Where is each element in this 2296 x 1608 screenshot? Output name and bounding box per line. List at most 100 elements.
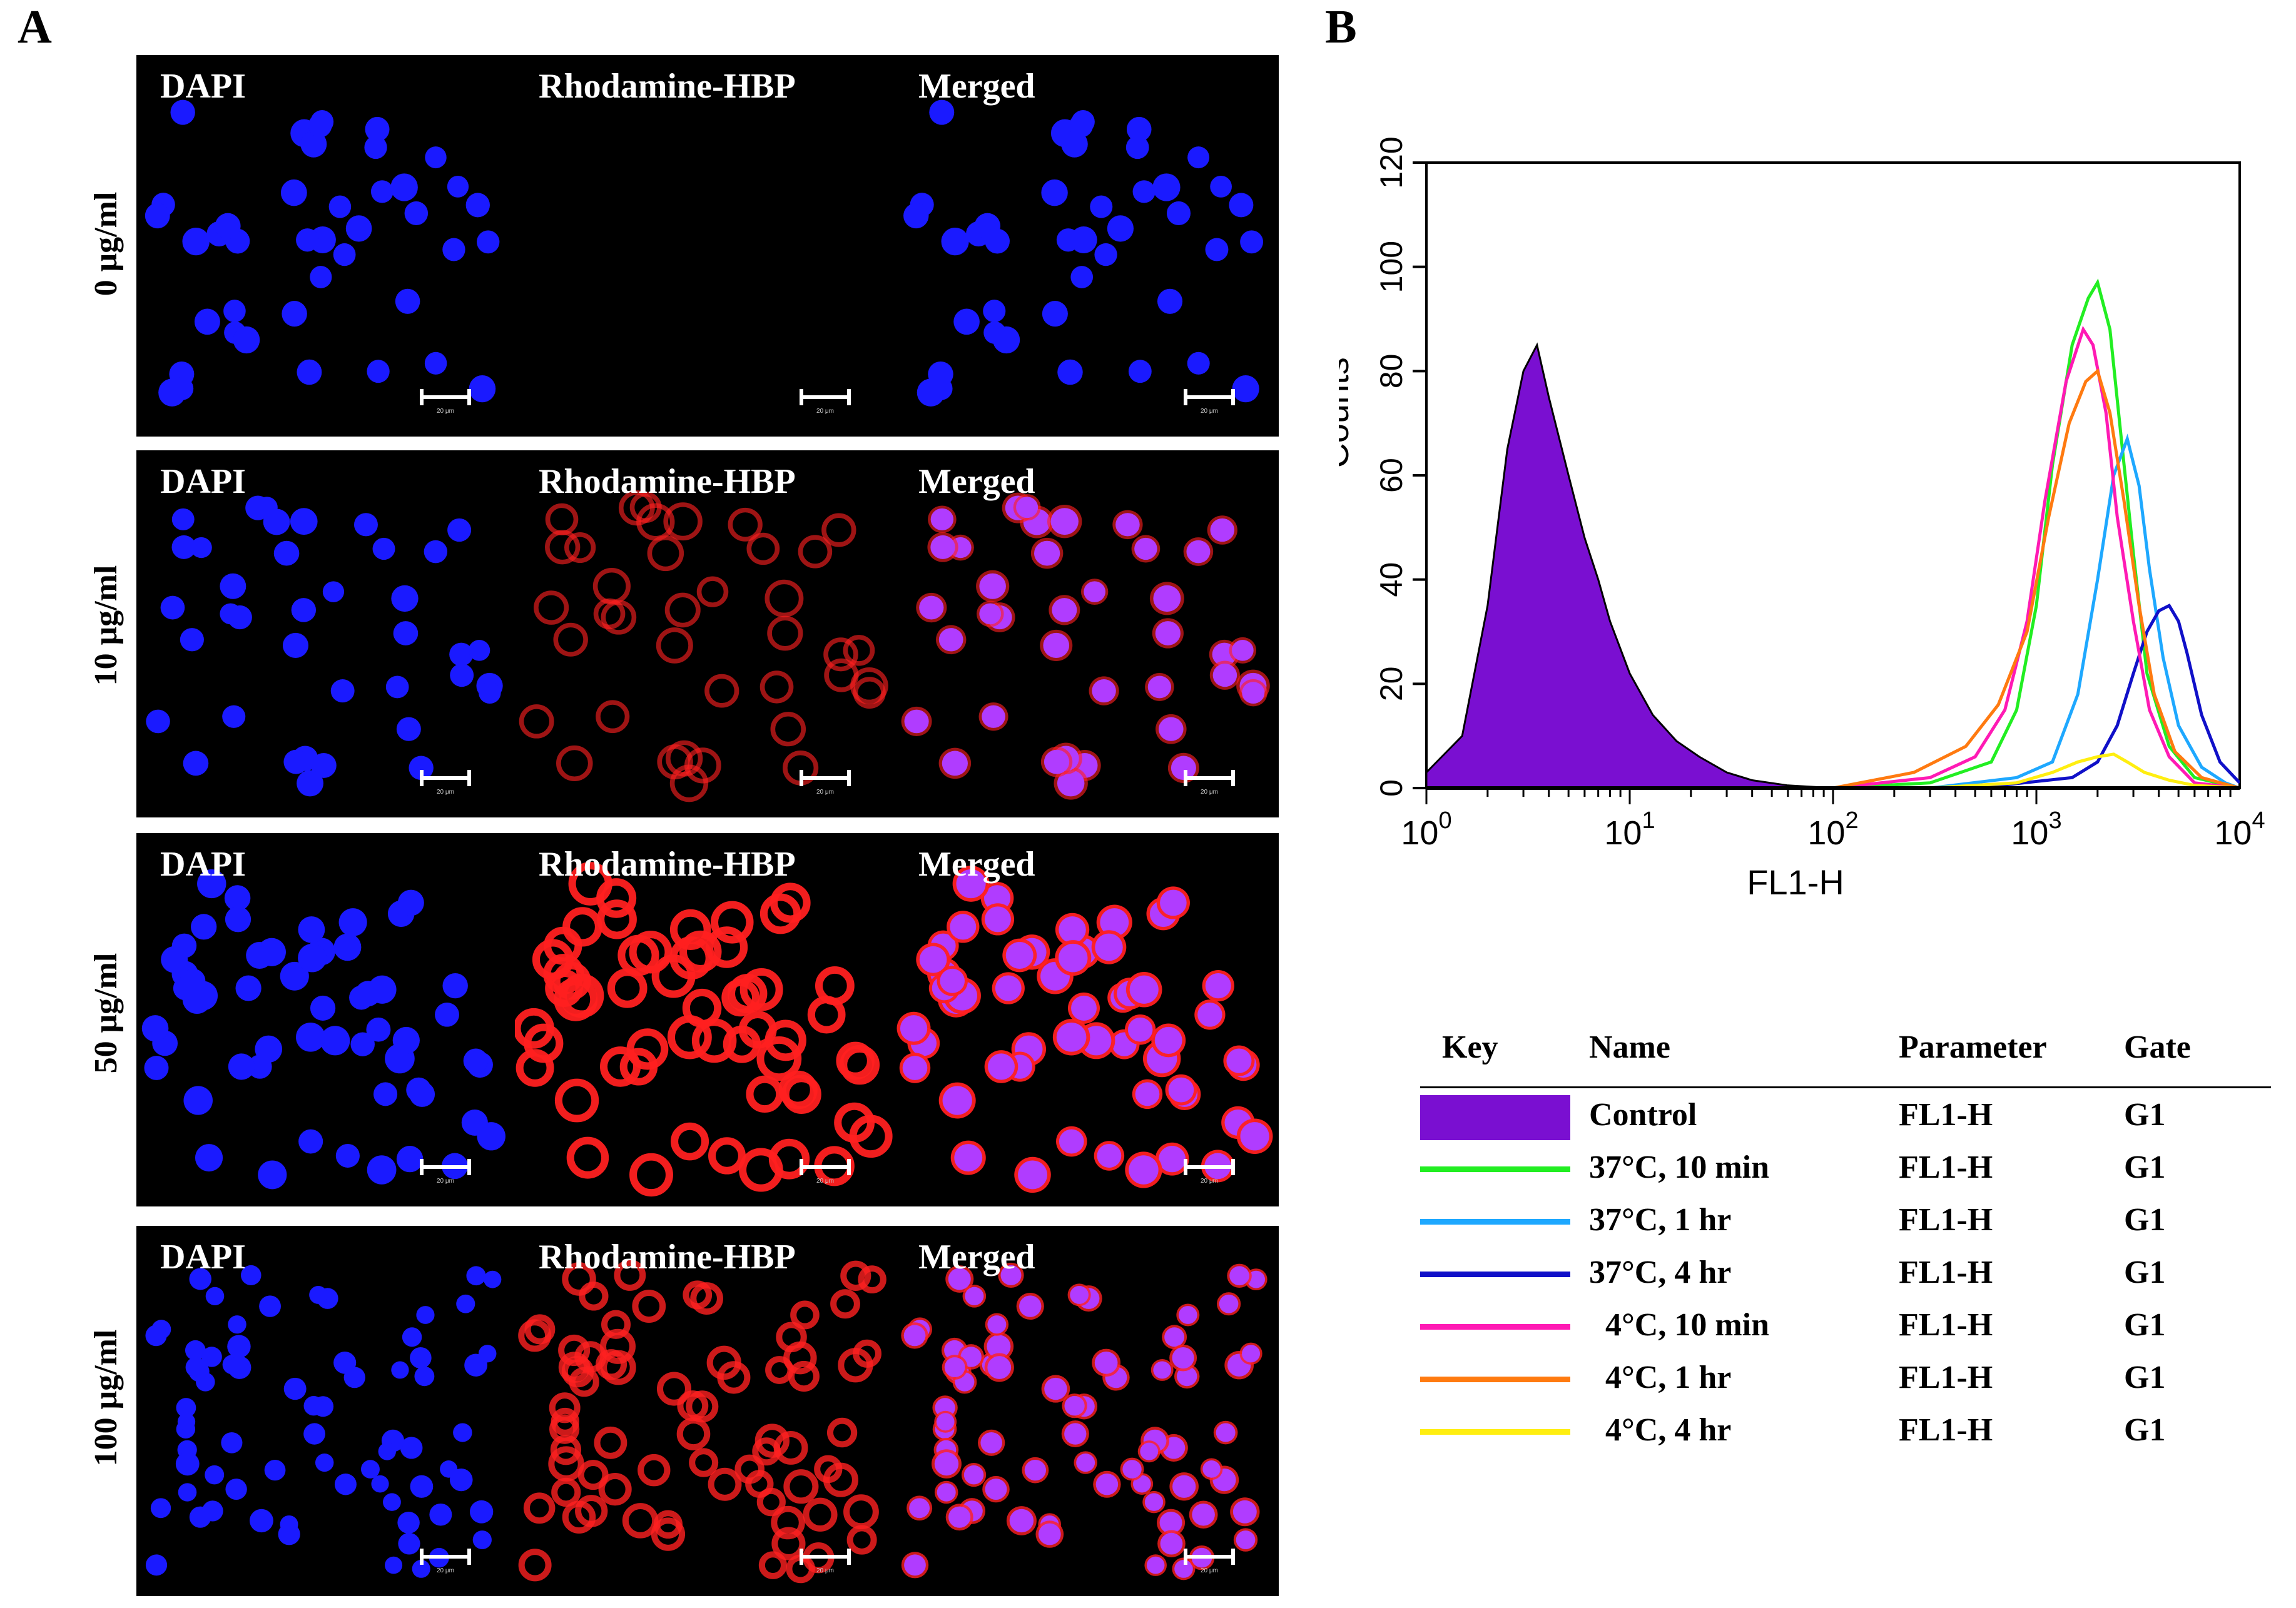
micro-rhodamine-row1: Rhodamine-HBP 20 μm (515, 450, 895, 817)
nucleus (183, 1086, 213, 1115)
nucleus (150, 1498, 171, 1519)
legend-gate: G1 (2124, 1150, 2166, 1185)
nucleus (479, 682, 501, 704)
rhodamine-cell (558, 1352, 591, 1383)
nucleus (440, 1460, 458, 1478)
merged-nucleus (1229, 1266, 1249, 1286)
merged-nucleus (1018, 1160, 1047, 1190)
nucleus (297, 770, 323, 797)
legend-row: 4°C, 1 hr FL1-H G1 (1420, 1354, 2271, 1407)
nucleus (175, 1452, 200, 1476)
rhodamine-cell (637, 1454, 671, 1487)
merged-nucleus (1153, 585, 1181, 612)
merged-nucleus (942, 1086, 972, 1115)
legend-header-parameter: Parameter (1899, 1029, 2047, 1065)
nucleus (225, 1479, 247, 1500)
nucleus (180, 628, 204, 652)
scale-bar: 20 μm (800, 389, 851, 415)
merged-nucleus (1057, 770, 1085, 797)
nucleus (297, 359, 322, 385)
nucleus (398, 1532, 420, 1555)
merged-nucleus (1056, 228, 1080, 252)
y-tick-label: 60 (1374, 458, 1409, 493)
scale-bar: 20 μm (800, 1549, 851, 1574)
merged-nucleus (1059, 1129, 1084, 1154)
merged-nucleus (1095, 1474, 1119, 1495)
y-tick-label: 0 (1374, 779, 1409, 797)
merged-nucleus (1041, 179, 1068, 206)
merged-nucleus (963, 1465, 984, 1485)
x-tick-label: 101 (1604, 807, 1655, 852)
merged-nucleus (1160, 1532, 1183, 1555)
legend-parameter: FL1-H (1899, 1150, 1993, 1185)
merged-nucleus (1144, 1493, 1164, 1511)
merged-nucleus (904, 709, 929, 734)
rhodamine-cell (771, 1505, 805, 1540)
micro-label-dapi: DAPI (160, 1238, 246, 1277)
rhodamine-cell (618, 490, 655, 526)
rhodamine-cell (849, 1115, 893, 1158)
merged-nucleus (953, 308, 980, 335)
nucleus (392, 1026, 420, 1054)
legend-parameter: FL1-H (1899, 1202, 1993, 1238)
merged-nucleus (900, 1015, 928, 1042)
rhodamine-cell (629, 492, 662, 523)
nucleus (333, 243, 356, 266)
legend-row: 4°C, 10 min FL1-H G1 (1420, 1302, 2271, 1354)
micro-merged-row2: Merged 20 μm (895, 833, 1279, 1206)
merged-nucleus (1064, 1396, 1085, 1416)
merged-nucleus (1172, 1347, 1194, 1369)
nucleus (144, 1056, 169, 1080)
merged-nucleus (993, 326, 1020, 354)
rhodamine-cell (708, 1137, 746, 1175)
merged-nucleus (987, 1053, 1015, 1080)
merged-nucleus (903, 1325, 926, 1347)
rhodamine-cell (770, 882, 811, 923)
rhodamine-cell (734, 1454, 764, 1484)
scale-bar-text: 20 μm (1201, 408, 1218, 415)
merged-nucleus (1122, 1460, 1142, 1479)
rhodamine-cell (647, 535, 684, 572)
nucleus (145, 1325, 167, 1347)
nucleus (280, 961, 309, 991)
merged-nucleus (987, 1356, 1012, 1379)
rhodamine-cell (846, 1525, 877, 1555)
nucleus (320, 1026, 350, 1056)
legend-gate: G1 (2124, 1412, 2166, 1448)
nucleus (425, 146, 447, 169)
nucleus (429, 1503, 452, 1526)
merged-nucleus (941, 227, 969, 256)
row-label-0: 0 μg/ml (88, 191, 124, 296)
merged-nucleus (1229, 193, 1254, 218)
rhodamine-cell (545, 503, 579, 536)
rhodamine-cell (708, 1467, 742, 1501)
merged-nucleus (936, 1413, 955, 1431)
rhodamine-cell (783, 1469, 819, 1504)
rhodamine-cell (518, 1549, 552, 1582)
rhodamine-cell (607, 968, 648, 1008)
y-tick-label: 40 (1374, 562, 1409, 597)
rhodamine-cell (562, 1262, 596, 1296)
nucleus (456, 1294, 475, 1313)
nucleus (205, 1287, 225, 1305)
merged-nucleus (1128, 360, 1152, 383)
x-tick-label: 103 (2011, 807, 2061, 852)
merged-nucleus (1125, 136, 1149, 159)
histogram-plot-area: 0 20 40 60 80 100 120 100 101 102 103 104 (1374, 136, 2265, 852)
nucleus (365, 116, 390, 142)
nucleus (449, 642, 474, 666)
nucleus (146, 709, 170, 734)
rhodamine-cell (836, 1041, 875, 1080)
nucleus (391, 585, 419, 612)
nucleus (258, 1160, 287, 1190)
merged-nucleus (1056, 1022, 1087, 1052)
merged-nucleus (1135, 1082, 1160, 1106)
nucleus (205, 1465, 225, 1485)
nucleus (412, 1560, 430, 1578)
rhodamine-cell (599, 1328, 636, 1364)
nucleus (333, 1352, 357, 1374)
nucleus (310, 995, 336, 1021)
rhodamine-cell (815, 966, 855, 1006)
scale-bar-text: 20 μm (1201, 789, 1218, 796)
nucleus (410, 1475, 434, 1498)
